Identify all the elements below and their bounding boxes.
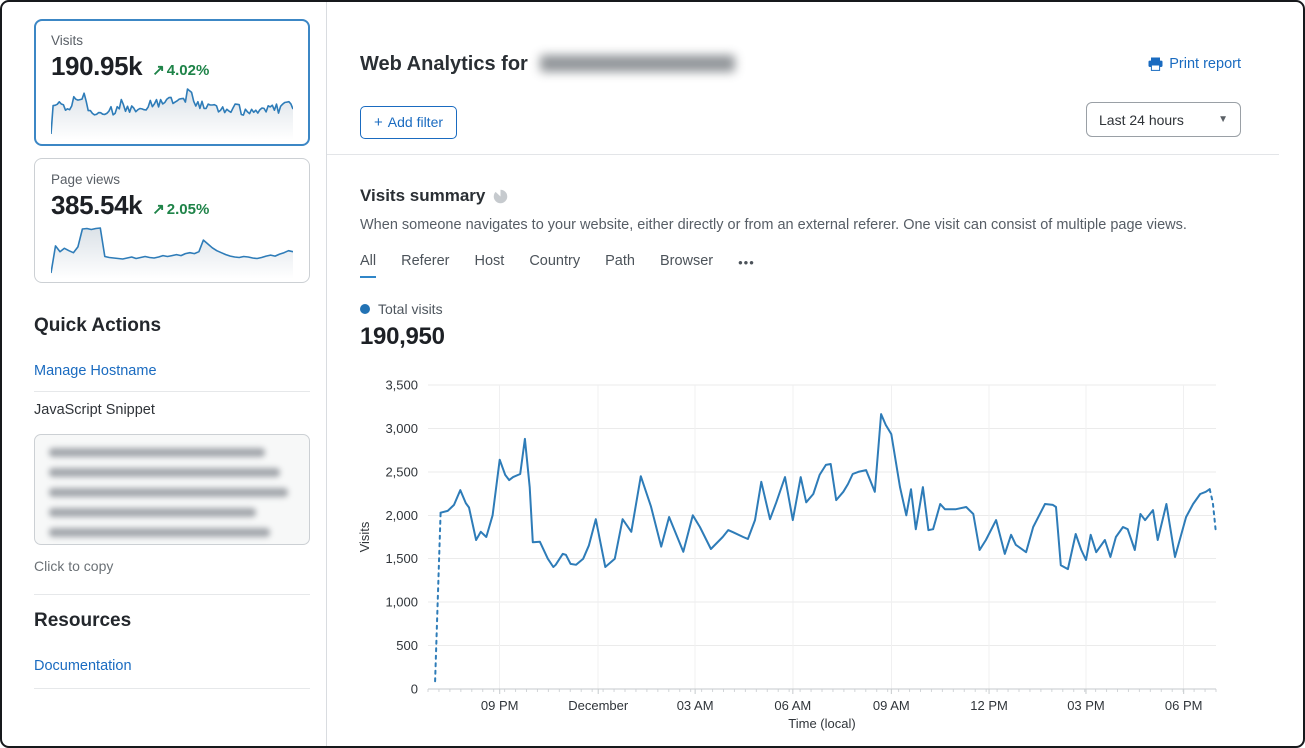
print-report-link[interactable]: Print report <box>1148 56 1241 72</box>
click-to-copy-hint: Click to copy <box>34 558 114 574</box>
visits-summary-description: When someone navigates to your website, … <box>360 217 1187 233</box>
page-title: Web Analytics for <box>360 53 735 76</box>
metric-delta: ↗ 4.02% <box>152 62 210 79</box>
legend-dot-icon <box>360 304 370 314</box>
metric-label: Visits <box>51 33 84 48</box>
svg-text:500: 500 <box>396 638 418 653</box>
redacted-code-line <box>49 528 271 537</box>
svg-text:Visits: Visits <box>357 521 372 552</box>
site-domain-redacted <box>539 55 735 72</box>
svg-text:0: 0 <box>411 682 418 697</box>
visits-chart-container: 0 500 1,000 1,500 2,000 2,500 3,000 3,500 09 PM D… <box>343 370 1243 741</box>
dimension-tabs: All Referer Host Country Path Browser ••… <box>360 253 755 278</box>
metric-card-page-views[interactable]: Page views 385.54k ↗ 2.05% <box>34 158 310 283</box>
metric-value: 190.95k <box>51 51 143 81</box>
total-visits-value: 190,950 <box>360 323 445 350</box>
pie-chart-icon <box>494 189 508 203</box>
svg-text:Time (local): Time (local) <box>788 716 855 731</box>
svg-text:06 PM: 06 PM <box>1165 698 1203 713</box>
redacted-code-line <box>49 508 256 517</box>
svg-text:2,500: 2,500 <box>385 464 418 479</box>
trend-up-icon: ↗ <box>152 62 165 79</box>
tab-more-options[interactable]: ••• <box>738 255 755 270</box>
metric-delta: ↗ 2.05% <box>152 201 210 218</box>
documentation-link[interactable]: Documentation <box>34 658 132 674</box>
chevron-down-icon: ▼ <box>1218 114 1228 125</box>
time-range-value: Last 24 hours <box>1099 111 1184 128</box>
visits-sparkline <box>51 88 293 140</box>
redacted-code-line <box>49 488 288 497</box>
trend-up-icon: ↗ <box>152 201 165 218</box>
visits-line-chart[interactable]: 0 500 1,000 1,500 2,000 2,500 3,000 3,500 09 PM D… <box>343 370 1243 736</box>
svg-text:December: December <box>568 698 629 713</box>
svg-text:3,500: 3,500 <box>385 378 418 393</box>
add-filter-button[interactable]: + Add filter <box>360 106 458 139</box>
svg-text:03 PM: 03 PM <box>1067 698 1105 713</box>
tab-country[interactable]: Country <box>529 253 581 269</box>
chart-legend: Total visits <box>360 301 443 317</box>
svg-text:09 PM: 09 PM <box>481 698 519 713</box>
resources-heading: Resources <box>34 610 132 631</box>
tab-browser[interactable]: Browser <box>659 253 714 269</box>
js-snippet-code-box[interactable] <box>34 434 310 545</box>
divider <box>34 594 310 595</box>
divider <box>327 154 1279 155</box>
main-panel: Web Analytics for Print report + Add filt… <box>326 2 1303 746</box>
metric-card-visits[interactable]: Visits 190.95k ↗ 4.02% <box>34 19 310 146</box>
svg-text:09 AM: 09 AM <box>873 698 910 713</box>
tab-referer[interactable]: Referer <box>401 253 450 269</box>
redacted-code-line <box>49 448 266 457</box>
divider <box>34 688 310 689</box>
svg-text:3,000: 3,000 <box>385 421 418 436</box>
legend-label: Total visits <box>378 301 443 317</box>
tab-host[interactable]: Host <box>474 253 505 269</box>
metric-value: 385.54k <box>51 190 143 220</box>
redacted-code-line <box>49 468 281 477</box>
svg-text:03 AM: 03 AM <box>677 698 714 713</box>
quick-actions-heading: Quick Actions <box>34 315 162 336</box>
js-snippet-label: JavaScript Snippet <box>34 402 155 418</box>
plus-icon: + <box>374 114 383 131</box>
visits-summary-heading: Visits summary <box>360 186 508 206</box>
svg-text:1,000: 1,000 <box>385 595 418 610</box>
metric-label: Page views <box>51 172 121 187</box>
svg-text:1,500: 1,500 <box>385 551 418 566</box>
manage-hostname-link[interactable]: Manage Hostname <box>34 363 157 379</box>
page-views-sparkline <box>51 227 293 279</box>
divider <box>34 391 310 392</box>
tab-all[interactable]: All <box>360 253 377 278</box>
svg-text:06 AM: 06 AM <box>774 698 811 713</box>
printer-icon <box>1148 57 1163 71</box>
time-range-dropdown[interactable]: Last 24 hours ▼ <box>1086 102 1241 137</box>
svg-text:12 PM: 12 PM <box>970 698 1008 713</box>
tab-path[interactable]: Path <box>605 253 635 269</box>
svg-text:2,000: 2,000 <box>385 508 418 523</box>
